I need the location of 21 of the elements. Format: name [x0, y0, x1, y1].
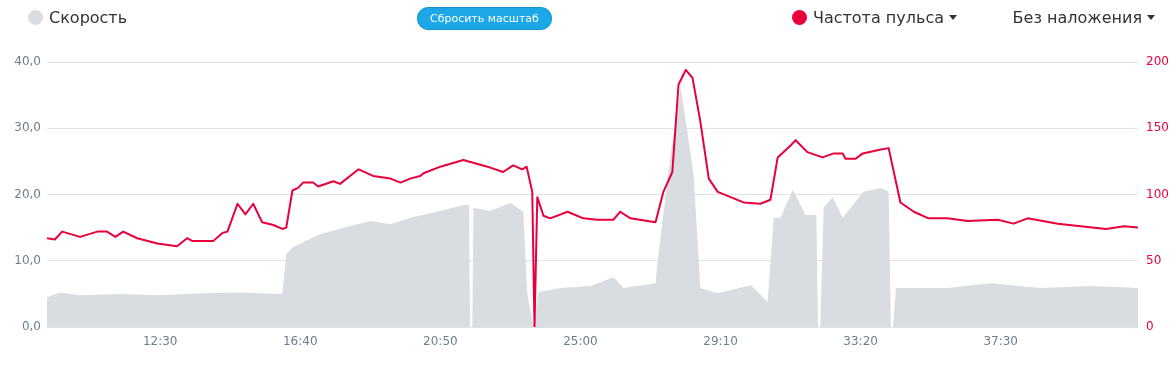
x-tick-label: 37:30 — [983, 334, 1019, 349]
y2-tick-label: 50 — [1146, 252, 1162, 267]
y2-tick-label: 0 — [1146, 319, 1154, 334]
y2-tick-label: 100 — [1146, 186, 1169, 201]
x-tick-label: 20:50 — [423, 334, 458, 349]
text: Без наложения — [1012, 8, 1142, 27]
y-tick-label: 40,0 — [14, 54, 41, 69]
y-tick-label: 30,0 — [14, 120, 41, 135]
x-tick-label: 12:30 — [142, 334, 178, 349]
x-tick-label: 25:00 — [563, 334, 598, 349]
text: Сбросить масштаб — [417, 7, 552, 30]
y-tick-label: 20,0 — [14, 186, 41, 201]
x-tick-label: 29:10 — [703, 334, 738, 349]
legend-label: Скорость — [49, 8, 128, 27]
legend-label: Частота пульса — [812, 8, 944, 27]
x-tick-label: 16:40 — [282, 334, 318, 349]
y2-tick-label: 150 — [1146, 120, 1169, 135]
x-tick-label: 33:20 — [843, 334, 878, 349]
y-tick-label: 0,0 — [21, 319, 41, 334]
y2-tick-label: 200 — [1146, 54, 1169, 69]
y-tick-label: 10,0 — [14, 252, 41, 267]
